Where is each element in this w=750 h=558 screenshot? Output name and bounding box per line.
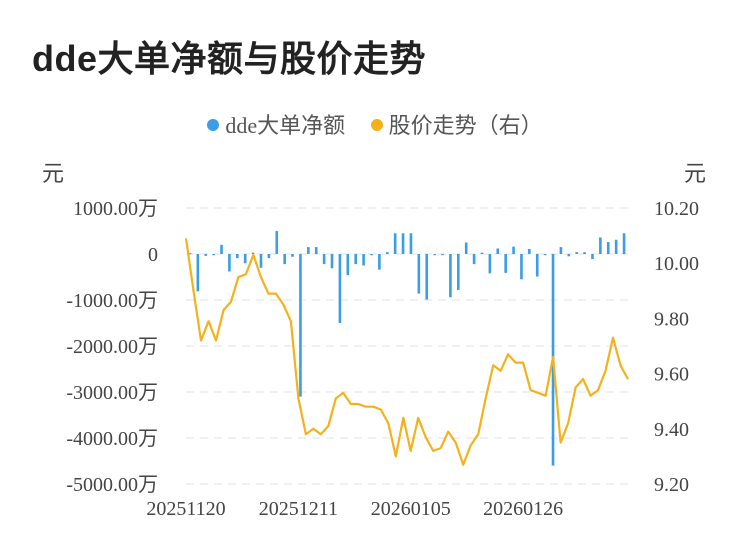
dde-bar bbox=[433, 254, 436, 256]
dde-bar bbox=[259, 254, 263, 268]
dde-bar bbox=[307, 247, 310, 254]
dde-bar bbox=[267, 254, 271, 259]
dde-bar bbox=[354, 254, 357, 265]
dde-bar bbox=[362, 254, 365, 266]
dde-bar bbox=[409, 233, 413, 254]
dde-bar bbox=[322, 254, 326, 265]
dde-bar bbox=[535, 254, 539, 277]
dde-bar bbox=[330, 254, 334, 269]
left-axis-tick-label: -2000.00万 bbox=[66, 336, 158, 358]
dde-bar bbox=[212, 254, 215, 256]
legend-item-price[interactable]: 股价走势（右） bbox=[370, 108, 543, 140]
legend-dot-dde bbox=[207, 119, 220, 131]
page-title: dde大单净额与股价走势 bbox=[32, 38, 427, 79]
dde-bar bbox=[528, 248, 531, 254]
dde-bar bbox=[370, 254, 373, 256]
dde-bar bbox=[425, 254, 429, 300]
legend-label-dde: dde大单净额 bbox=[225, 113, 346, 138]
left-axis-tick-label: -1000.00万 bbox=[66, 290, 158, 312]
legend-item-dde[interactable]: dde大单净额 bbox=[207, 108, 345, 140]
legend-dot-price bbox=[370, 119, 383, 131]
dde-bar bbox=[236, 254, 239, 259]
dde-bar bbox=[385, 252, 389, 254]
dde-bar bbox=[338, 254, 342, 323]
dde-bar bbox=[401, 233, 405, 254]
left-axis-tick-label: 1000.00万 bbox=[73, 198, 158, 220]
right-axis-tick-label: 9.60 bbox=[654, 364, 689, 386]
dde-bar bbox=[188, 253, 192, 255]
right-axis-tick-label: 10.20 bbox=[654, 198, 699, 220]
dde-bar bbox=[441, 254, 444, 256]
dde-bar bbox=[559, 247, 563, 254]
dde-bar bbox=[228, 254, 231, 272]
x-axis-tick-label: 20251211 bbox=[259, 498, 338, 520]
right-axis-tick-label: 9.80 bbox=[654, 308, 689, 330]
x-axis-tick-label: 20260126 bbox=[483, 498, 563, 520]
dde-bar bbox=[378, 254, 381, 270]
dde-bar bbox=[567, 254, 571, 257]
dde-bar bbox=[314, 247, 318, 254]
price-line bbox=[184, 238, 629, 466]
dde-bar bbox=[346, 254, 350, 276]
dde-bar bbox=[251, 252, 255, 254]
dde-bar bbox=[393, 233, 397, 254]
dde-bar bbox=[575, 252, 578, 254]
dde-bar bbox=[417, 254, 421, 294]
left-axis-tick-label: -5000.00万 bbox=[66, 474, 158, 496]
left-axis-unit: 元 bbox=[42, 161, 65, 186]
x-axis-tick-label: 20260105 bbox=[371, 498, 451, 520]
right-axis-tick-label: 10.00 bbox=[654, 253, 699, 275]
dde-bar bbox=[204, 254, 208, 256]
dde-bar bbox=[496, 248, 500, 254]
dde-bar bbox=[622, 233, 626, 254]
dde-bar bbox=[464, 242, 468, 254]
chart-legend: dde大单净额 股价走势（右） bbox=[0, 108, 750, 140]
x-axis-tick-label: 20251120 bbox=[146, 498, 225, 520]
dde-bar bbox=[220, 244, 223, 254]
right-axis-tick-label: 9.40 bbox=[654, 419, 689, 441]
dde-bar bbox=[196, 254, 200, 292]
legend-label-price: 股价走势（右） bbox=[388, 113, 543, 138]
dde-bar bbox=[472, 254, 476, 265]
dde-bar bbox=[488, 254, 492, 274]
right-axis-tick-label: 9.20 bbox=[654, 474, 689, 496]
dde-bar bbox=[543, 254, 547, 256]
right-axis-unit: 元 bbox=[684, 161, 707, 186]
dde-bar bbox=[520, 254, 523, 280]
dde-bar bbox=[299, 254, 302, 397]
dde-bar bbox=[599, 237, 602, 254]
dde-bar bbox=[512, 246, 515, 254]
dde-bar bbox=[275, 231, 279, 254]
dde-bar bbox=[243, 254, 247, 264]
dde-bar bbox=[504, 254, 507, 273]
dde-bar bbox=[283, 254, 286, 265]
dde-bar bbox=[583, 252, 586, 254]
dde-bar bbox=[591, 254, 594, 260]
dde-bar bbox=[480, 252, 484, 254]
dde-bar bbox=[449, 254, 452, 298]
left-axis-tick-label: -3000.00万 bbox=[66, 382, 158, 404]
dde-bar bbox=[606, 242, 610, 254]
dde-bar bbox=[291, 254, 294, 257]
left-axis-tick-label: -4000.00万 bbox=[66, 428, 158, 450]
left-axis-tick-label: 0 bbox=[148, 244, 158, 266]
dde-bar bbox=[614, 239, 618, 254]
dde-bar bbox=[457, 254, 460, 290]
